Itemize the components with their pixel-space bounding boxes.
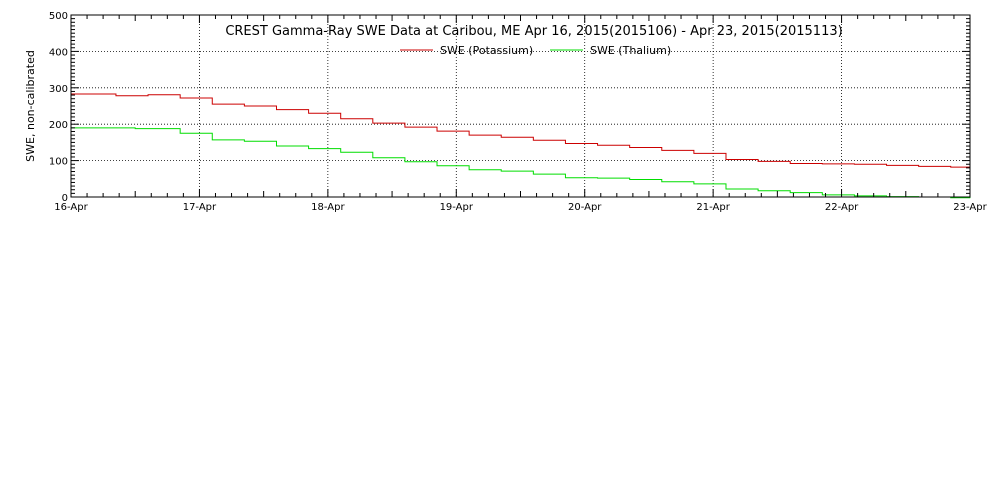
x-tick-label: 16-Apr bbox=[54, 202, 88, 213]
x-tick-label: 20-Apr bbox=[568, 202, 602, 213]
series-lines bbox=[71, 93, 971, 199]
grid-lines bbox=[71, 15, 970, 197]
series-line-swe-potassium bbox=[71, 93, 971, 168]
x-tick-label: 17-Apr bbox=[183, 202, 217, 213]
y-tick-label: 400 bbox=[49, 47, 68, 58]
y-tick-label: 0 bbox=[62, 193, 68, 204]
legend-label-potassium: SWE (Potassium) bbox=[440, 44, 533, 57]
y-tick-label: 100 bbox=[49, 157, 68, 168]
y-tick-label: 500 bbox=[49, 11, 68, 22]
x-tick-label: 18-Apr bbox=[311, 202, 345, 213]
series-line-swe-thalium bbox=[71, 127, 971, 199]
x-tick-label: 19-Apr bbox=[440, 202, 474, 213]
y-tick-label: 200 bbox=[49, 120, 68, 131]
x-tick-label: 22-Apr bbox=[825, 202, 859, 213]
y-axis-label: SWE, non-calibrated bbox=[24, 50, 37, 162]
tick-labels: 0 100 200 300 400 500 16-Apr 17-Apr 18-Apr 19-Apr… bbox=[49, 11, 988, 213]
x-tick-label: 21-Apr bbox=[696, 202, 730, 213]
axis-ticks bbox=[70, 14, 971, 198]
plot-frame bbox=[70, 14, 971, 198]
y-tick-label: 300 bbox=[49, 84, 68, 95]
legend-label-thalium: SWE (Thalium) bbox=[590, 44, 671, 57]
legend: SWE (Potassium) SWE (Thalium) bbox=[400, 44, 671, 57]
chart-title: CREST Gamma-Ray SWE Data at Caribou, ME … bbox=[225, 24, 842, 39]
x-tick-label: 23-Apr bbox=[953, 202, 987, 213]
